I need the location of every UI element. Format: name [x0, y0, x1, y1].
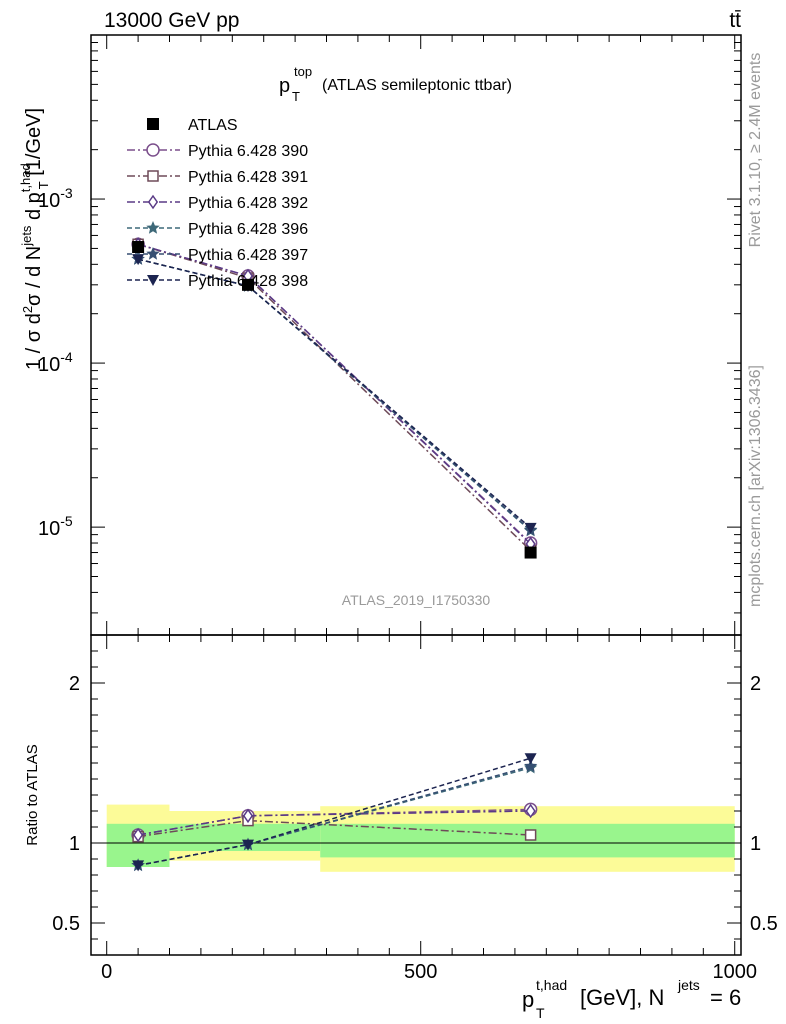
main-data-point	[524, 546, 537, 559]
title-sub: T	[292, 89, 300, 104]
ratio-series	[131, 753, 538, 872]
ratio-data-point	[242, 839, 255, 851]
mcplots-label: mcplots.cern.ch [arXiv:1306.3436]	[747, 365, 764, 607]
x-tick-label: 500	[404, 961, 437, 983]
main-data-point	[132, 241, 145, 254]
svg-text:jets: jets	[677, 977, 700, 993]
main-y-tick-label: 10-3	[38, 185, 73, 212]
svg-text:[GeV], N: [GeV], N	[580, 985, 664, 1010]
main-data-point	[132, 254, 145, 266]
x-tick-label: 0	[101, 961, 112, 983]
main-y-tick-label: 10-4	[38, 349, 73, 376]
ratio-data-point	[132, 860, 145, 872]
main-data-point	[524, 522, 537, 534]
ratio-y-tick-label-left: 0.5	[52, 913, 80, 935]
legend-marker	[147, 118, 159, 130]
legend-marker	[147, 194, 159, 210]
ratio-y-tick-label-right: 0.5	[750, 913, 778, 935]
energy-label: 13000 GeV pp	[104, 9, 239, 32]
svg-text:t,had: t,had	[536, 977, 567, 993]
ratio-y-tick-label-right: 2	[750, 673, 761, 695]
svg-text:T: T	[536, 1005, 545, 1021]
ratio-data-point	[242, 808, 254, 824]
uncertainty-bands	[106, 804, 735, 872]
main-plot-title: p top T (ATLAS semileptonic ttbar)	[279, 64, 512, 104]
title-sup: top	[294, 64, 312, 79]
ratio-data-point	[524, 759, 538, 772]
ratio-series-line	[137, 765, 531, 867]
x-tick-label: 1000	[712, 961, 757, 983]
legend-label: Pythia 6.428 396	[188, 221, 308, 238]
title-p: p	[279, 75, 290, 97]
ratio-series-line	[137, 810, 531, 836]
ratio-data-point	[524, 753, 537, 765]
ratio-data-point	[524, 829, 537, 841]
x-ticks: 0 500 1000	[101, 35, 757, 983]
main-series-line	[137, 243, 532, 552]
ratio-data-point	[525, 803, 536, 819]
main-y-ticks: 10-3 10-4 10-5	[38, 34, 741, 614]
ratio-series-line	[137, 819, 531, 838]
legend-label: Pythia 6.428 398	[188, 273, 308, 290]
main-y-tick-label: 10-5	[38, 513, 73, 540]
main-series-line	[137, 258, 532, 532]
svg-text:p: p	[522, 987, 534, 1012]
ratio-series-line	[137, 757, 531, 867]
main-y-axis-label: 1 / σ d2σ / d Njets d pt,had T [1/GeV]	[18, 108, 51, 370]
legend-label: ATLAS	[188, 117, 238, 134]
ratio-series-line	[137, 767, 531, 867]
ratio-y-tick-label-left: 2	[69, 673, 80, 695]
legend-label: Pythia 6.428 390	[188, 143, 308, 160]
ratio-plot-frame	[90, 634, 742, 956]
legend-marker	[146, 221, 160, 234]
legend-label: Pythia 6.428 397	[188, 247, 308, 264]
main-data-point	[242, 278, 255, 291]
ratio-y-axis-label: Ratio to ATLAS	[24, 744, 41, 845]
process-label: tt̄	[729, 9, 741, 32]
main-series-line	[137, 258, 532, 531]
ratio-ticks: 0.5 0.5 1 1 2 2	[52, 650, 778, 940]
main-series	[131, 236, 538, 559]
legend: ATLAS Pythia 6.428 390 Pythia 6.428 391 Pyt…	[127, 117, 308, 290]
ratio-data-point	[132, 827, 144, 843]
ratio-y-tick-label-left: 1	[69, 833, 80, 855]
rivet-label: Rivet 3.1.10, ≥ 2.4M events	[747, 53, 764, 248]
title-rest: (ATLAS semileptonic ttbar)	[322, 77, 512, 94]
svg-text:= 6: = 6	[710, 985, 741, 1010]
x-axis-label: p t,had T [GeV], N jets = 6	[522, 977, 741, 1021]
ratio-y-tick-label-right: 1	[750, 833, 761, 855]
legend-marker	[147, 275, 159, 286]
legend-marker	[146, 143, 160, 157]
legend-marker	[147, 170, 159, 182]
analysis-watermark: ATLAS_2019_I1750330	[342, 592, 491, 608]
legend-label: Pythia 6.428 392	[188, 195, 308, 212]
legend-label: Pythia 6.428 391	[188, 169, 308, 186]
legend-marker	[146, 247, 160, 260]
